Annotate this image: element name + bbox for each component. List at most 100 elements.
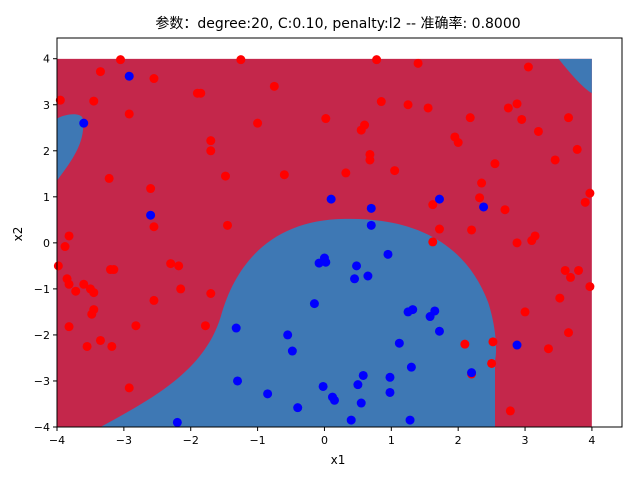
- data-point-series-0: [487, 358, 497, 368]
- data-point-series-0: [475, 193, 485, 203]
- data-point-series-0: [500, 205, 510, 215]
- data-point-series-1: [408, 305, 418, 315]
- data-point-series-0: [403, 100, 413, 110]
- data-point-series-0: [372, 55, 382, 65]
- y-tick-label: 2: [43, 145, 50, 158]
- data-point-series-0: [192, 88, 202, 98]
- data-point-series-1: [309, 299, 319, 309]
- y-tick-label: 0: [43, 237, 50, 250]
- x-tick-label: 3: [522, 434, 529, 447]
- data-point-series-0: [269, 81, 279, 91]
- y-axis-ticks: −4 −3 −2 −1 0 1 2 3 4: [34, 53, 57, 434]
- data-point-series-1: [363, 271, 373, 281]
- data-point-series-0: [566, 272, 576, 282]
- data-point-series-0: [79, 279, 89, 289]
- data-point-series-0: [236, 55, 246, 65]
- x-axis-ticks: −4 −3 −2 −1 0 1 2 3 4: [49, 427, 595, 447]
- data-point-series-1: [479, 202, 489, 212]
- data-point-series-1: [356, 398, 366, 408]
- y-tick-label: −2: [34, 329, 50, 342]
- data-point-series-0: [477, 178, 487, 188]
- data-point-series-1: [79, 118, 89, 128]
- data-point-series-1: [366, 203, 376, 213]
- data-point-series-1: [512, 340, 522, 350]
- class-1-region-top-right: [558, 58, 592, 94]
- data-point-series-1: [385, 372, 395, 382]
- data-point-series-1: [353, 380, 363, 390]
- data-point-series-0: [206, 136, 216, 146]
- y-axis-label: x2: [11, 227, 25, 242]
- y-tick-label: 4: [43, 53, 50, 66]
- data-point-series-1: [321, 257, 331, 267]
- data-point-series-0: [523, 62, 533, 72]
- data-point-series-0: [53, 261, 63, 271]
- data-point-series-0: [64, 231, 74, 241]
- data-point-series-1: [293, 403, 303, 413]
- x-tick-label: −3: [116, 434, 132, 447]
- y-tick-label: −1: [34, 283, 50, 296]
- data-point-series-0: [200, 321, 210, 331]
- data-point-series-0: [124, 109, 134, 119]
- data-point-series-1: [350, 274, 360, 284]
- data-point-series-1: [425, 312, 435, 322]
- data-point-series-1: [405, 415, 415, 425]
- data-point-series-0: [166, 259, 176, 269]
- data-point-series-0: [146, 184, 156, 194]
- y-tick-label: 3: [43, 99, 50, 112]
- data-point-series-0: [64, 279, 74, 289]
- data-point-series-0: [585, 188, 595, 198]
- data-point-series-0: [520, 307, 530, 317]
- x-axis-label: x1: [331, 453, 346, 467]
- data-point-series-0: [555, 293, 565, 303]
- data-point-series-0: [585, 282, 595, 292]
- x-tick-label: 2: [455, 434, 462, 447]
- data-point-series-0: [356, 125, 366, 135]
- data-point-series-0: [465, 113, 475, 123]
- data-point-series-0: [206, 288, 216, 298]
- data-point-series-0: [428, 237, 438, 247]
- data-point-series-0: [149, 74, 159, 84]
- data-point-series-1: [326, 194, 336, 204]
- data-point-series-1: [233, 376, 243, 386]
- data-point-series-0: [467, 225, 477, 235]
- data-point-series-1: [434, 326, 444, 336]
- data-point-series-1: [383, 249, 393, 259]
- y-tick-label: −4: [34, 421, 50, 434]
- data-point-series-0: [116, 55, 126, 65]
- data-point-series-0: [365, 155, 375, 165]
- chart-title: 参数：degree:20, C:0.10, penalty:l2 -- 准确率:…: [155, 15, 520, 32]
- data-point-series-0: [423, 103, 433, 113]
- x-tick-label: −4: [49, 434, 65, 447]
- data-point-series-0: [517, 114, 527, 124]
- data-point-series-1: [263, 389, 273, 399]
- data-point-series-1: [346, 415, 356, 425]
- data-point-series-1: [434, 194, 444, 204]
- data-point-series-1: [287, 346, 297, 356]
- x-tick-label: 4: [588, 434, 595, 447]
- data-point-series-0: [105, 265, 115, 275]
- data-point-series-0: [107, 341, 117, 351]
- data-point-series-0: [376, 97, 386, 107]
- data-point-series-0: [560, 265, 570, 275]
- data-point-series-0: [95, 67, 105, 77]
- data-point-series-0: [453, 138, 463, 148]
- data-point-series-0: [341, 168, 351, 178]
- data-point-series-0: [460, 339, 470, 349]
- data-point-series-0: [512, 99, 522, 109]
- data-point-series-1: [124, 71, 134, 81]
- data-point-series-0: [176, 284, 186, 294]
- data-point-series-0: [131, 321, 141, 331]
- class-1-region-left: [57, 114, 84, 181]
- data-point-series-1: [283, 330, 293, 340]
- data-point-series-0: [253, 118, 263, 128]
- data-point-series-0: [87, 309, 97, 319]
- data-point-series-1: [172, 417, 182, 427]
- data-point-series-0: [149, 222, 159, 232]
- y-tick-label: −3: [34, 375, 50, 388]
- data-point-series-0: [564, 113, 574, 123]
- data-point-series-1: [394, 338, 404, 348]
- data-point-series-0: [527, 236, 537, 246]
- data-point-series-0: [89, 96, 99, 106]
- data-point-series-0: [60, 242, 70, 252]
